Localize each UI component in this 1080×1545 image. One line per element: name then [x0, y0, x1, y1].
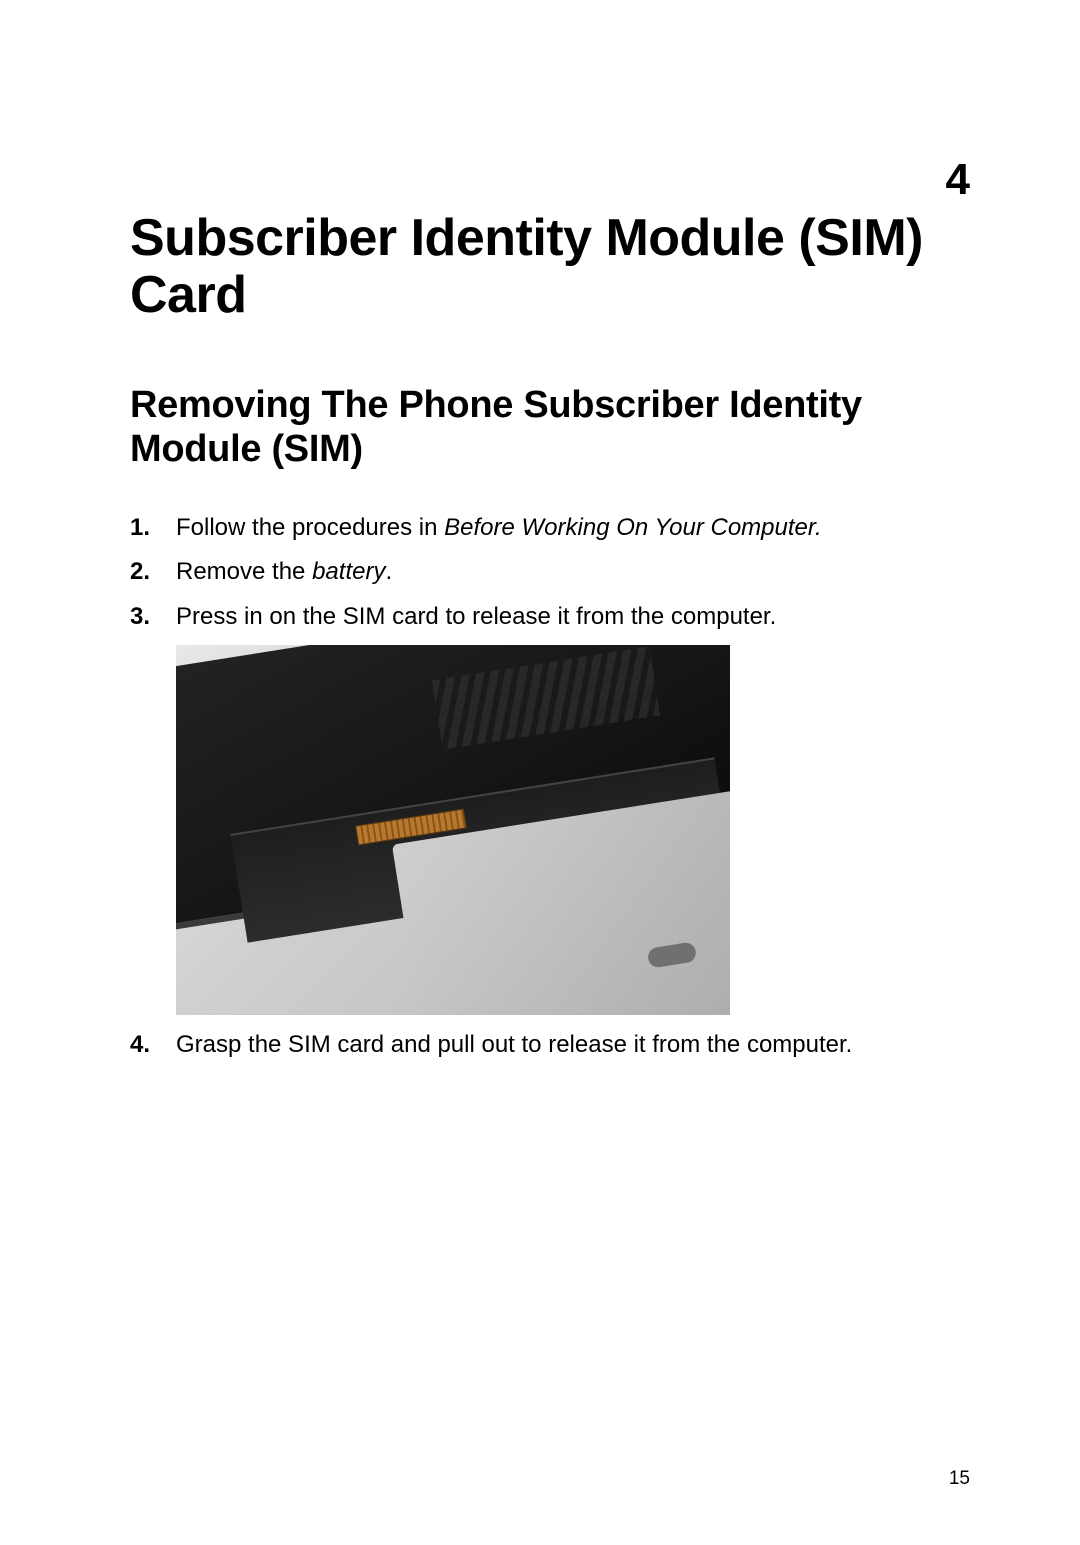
step-number: 1.	[130, 512, 176, 544]
list-item: 2. Remove the battery.	[130, 556, 970, 588]
step-list: 1. Follow the procedures in Before Worki…	[130, 512, 970, 1062]
page-number: 15	[949, 1468, 970, 1490]
step-number: 2.	[130, 556, 176, 588]
step-number: 3.	[130, 601, 176, 633]
figure-wrapper	[130, 645, 970, 1015]
step-text-prefix: Follow the procedures in	[176, 514, 444, 541]
list-item: 3. Press in on the SIM card to release i…	[130, 601, 970, 633]
step-text-prefix: Remove the	[176, 558, 312, 585]
section-title: Removing The Phone Subscriber Identity M…	[130, 384, 970, 471]
list-item: 1. Follow the procedures in Before Worki…	[130, 512, 970, 544]
step-text-italic: battery	[312, 558, 385, 585]
step-text: Follow the procedures in Before Working …	[176, 512, 970, 544]
step-text: Press in on the SIM card to release it f…	[176, 601, 970, 633]
step-number: 4.	[130, 1029, 176, 1061]
list-item: 4. Grasp the SIM card and pull out to re…	[130, 1029, 970, 1061]
step-text: Grasp the SIM card and pull out to relea…	[176, 1029, 970, 1061]
chapter-number: 4	[946, 155, 970, 205]
step-text-italic: Before Working On Your Computer.	[444, 514, 822, 541]
sim-removal-figure	[176, 645, 730, 1015]
step-text-suffix: .	[385, 558, 392, 585]
step-text: Remove the battery.	[176, 556, 970, 588]
chapter-title: Subscriber Identity Module (SIM) Card	[130, 210, 970, 324]
page-container: 4 Subscriber Identity Module (SIM) Card …	[0, 0, 1080, 1545]
step-text-prefix: Grasp the SIM card and pull out to relea…	[176, 1031, 852, 1058]
step-text-prefix: Press in on the SIM card to release it f…	[176, 603, 776, 630]
